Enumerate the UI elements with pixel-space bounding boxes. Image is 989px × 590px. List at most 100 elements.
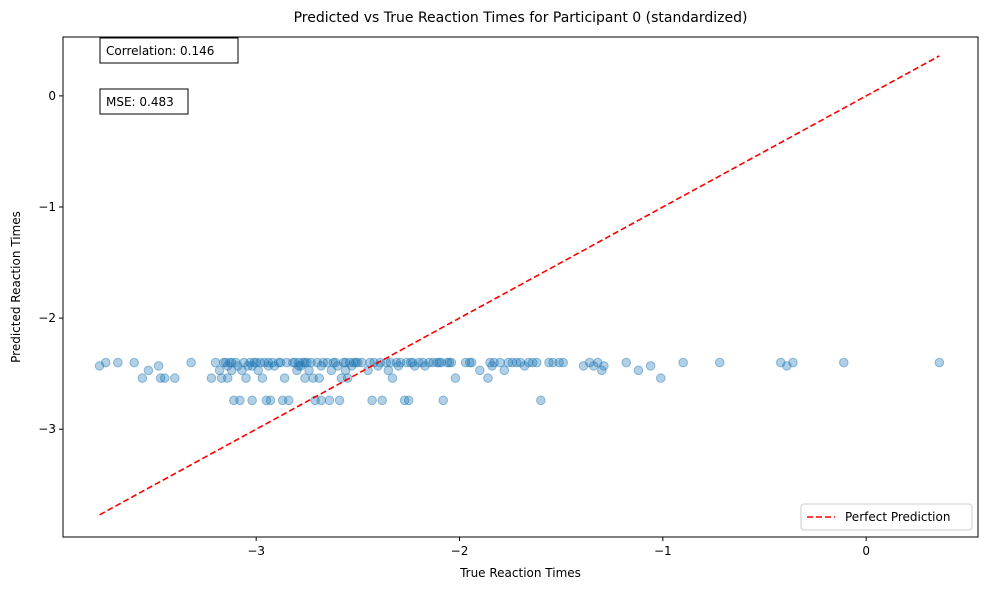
scatter-point <box>226 357 237 368</box>
x-tick-label: −3 <box>247 544 265 558</box>
scatter-point <box>257 373 268 383</box>
y-axis-label: Predicted Reaction Times <box>9 211 23 363</box>
scatter-point <box>436 357 447 368</box>
scatter-point <box>523 357 534 368</box>
scatter-point <box>170 373 180 383</box>
x-axis: −3 −2 −1 0 <box>247 537 870 558</box>
scatter-point <box>251 357 261 368</box>
scatter-point <box>621 357 632 368</box>
scatter-point <box>113 357 123 368</box>
scatter-point <box>357 357 367 368</box>
y-tick-label: −3 <box>38 422 56 436</box>
scatter-point <box>318 357 329 368</box>
scatter-point <box>633 365 644 376</box>
scatter-point <box>332 361 343 371</box>
annotation-box <box>99 37 239 64</box>
scatter-point <box>300 357 310 368</box>
scatter-point <box>418 357 428 368</box>
scatter-point <box>222 361 233 371</box>
scatter-point <box>446 357 457 368</box>
scatter-point <box>645 361 656 371</box>
scatter-point <box>214 365 225 376</box>
scatter-point <box>143 365 154 376</box>
scatter-point <box>316 395 327 406</box>
scatter-point <box>94 361 105 371</box>
scatter-point <box>499 365 510 376</box>
scatter-point <box>489 357 499 368</box>
scatter-point <box>788 357 798 368</box>
scatter-point <box>656 373 666 383</box>
scatter-point <box>348 357 359 368</box>
annotations: Correlation: 0.146 MSE: 0.483 <box>99 37 239 115</box>
x-tick-label: −1 <box>654 544 672 558</box>
scatter-point <box>247 395 257 406</box>
scatter-point <box>531 357 542 368</box>
scatter-point <box>387 373 398 383</box>
scatter-point <box>597 365 607 376</box>
scatter-point <box>450 373 461 383</box>
scatter-point <box>420 361 430 371</box>
scatter-point <box>330 357 341 368</box>
scatter-point <box>334 395 345 406</box>
scatter-point <box>383 365 394 376</box>
scatter-point <box>283 395 294 406</box>
scatter-point <box>351 357 361 368</box>
scatter-point <box>377 395 388 406</box>
scatter-point <box>294 357 304 368</box>
scatter-point <box>235 395 245 406</box>
scatter-point <box>475 365 485 376</box>
scatter-point <box>414 357 424 368</box>
scatter-point <box>839 357 849 368</box>
scatter-point <box>312 357 322 368</box>
scatter-point <box>290 357 300 368</box>
correlation-annotation: Correlation: 0.146 <box>106 44 214 58</box>
mse-annotation: MSE: 0.483 <box>106 95 174 109</box>
scatter-point <box>231 357 241 368</box>
scatter-point <box>247 361 257 371</box>
scatter-point <box>265 395 276 406</box>
scatter-point <box>302 357 312 368</box>
scatter-point <box>409 361 420 371</box>
scatter-point <box>353 357 363 368</box>
scatter-point <box>233 361 243 371</box>
scatter-point <box>558 357 569 368</box>
scatter-point <box>367 395 377 406</box>
scatter-point <box>237 365 247 376</box>
scatter-point <box>255 357 266 368</box>
scatter-point <box>226 365 237 376</box>
scatter-point <box>269 361 280 371</box>
scatter-point <box>314 373 325 383</box>
scatter-point <box>287 357 298 368</box>
scatter-point <box>306 357 316 368</box>
scatter-point <box>338 357 349 368</box>
scatter-point <box>588 361 599 371</box>
scatter-point <box>100 357 111 368</box>
y-axis: 0 −1 −2 −3 <box>38 89 63 436</box>
scatter-point <box>578 361 589 371</box>
scatter-point <box>464 357 475 368</box>
scatter-point <box>259 357 270 368</box>
scatter-point <box>220 357 231 368</box>
scatter-point <box>401 357 412 368</box>
scatter-point <box>308 373 318 383</box>
scatter-point <box>511 357 522 368</box>
scatter-point <box>403 395 414 406</box>
scatter-point <box>483 373 493 383</box>
scatter-point <box>438 395 449 406</box>
scatter-point <box>344 357 355 368</box>
scatter-point <box>340 365 351 376</box>
scatter-point <box>399 395 410 406</box>
scatter-point <box>239 357 249 368</box>
scatter-point <box>714 357 725 368</box>
scatter-point <box>592 357 603 368</box>
scatter-point <box>245 357 255 368</box>
scatter-point <box>216 373 227 383</box>
scatter-point <box>263 357 274 368</box>
scatter-point <box>527 357 538 368</box>
scatter-point <box>444 357 455 368</box>
scatter-point <box>395 357 406 368</box>
scatter-point <box>375 357 386 368</box>
scatter-point <box>487 361 497 371</box>
scatter-point <box>432 357 442 368</box>
